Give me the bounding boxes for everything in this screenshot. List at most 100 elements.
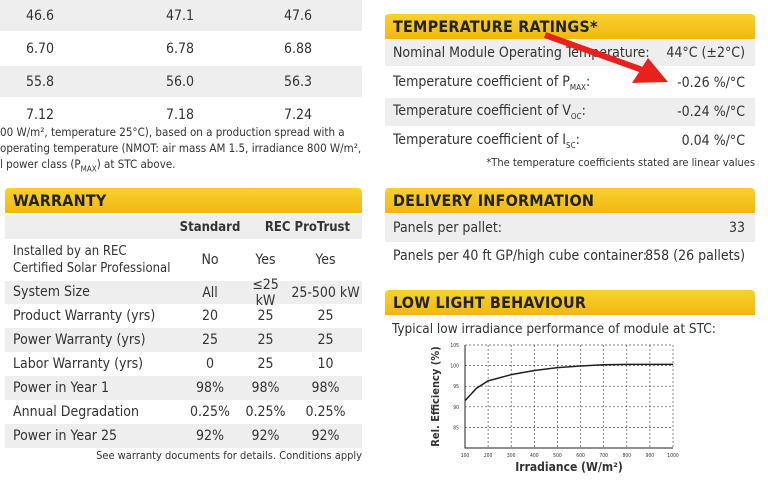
x-tick-label: 900 <box>646 453 655 459</box>
delivery-row: Panels per 40 ft GP/high cube container:… <box>385 242 755 270</box>
warranty-row: Annual Degradation 0.25% 0.25% 0.25% <box>5 400 362 424</box>
row-value: 25 <box>201 332 219 348</box>
row-value: 858 (26 pallets) <box>645 248 745 264</box>
y-axis-label: Rel. Efficiency (%) <box>429 346 442 446</box>
warranty-row: Installed by an REC Certified Solar Prof… <box>5 240 362 280</box>
row-value: 10 <box>317 356 334 372</box>
label-text: Temperature coefficient of I <box>393 132 567 149</box>
table-row: 55.8 56.0 56.3 <box>0 66 362 97</box>
footnote-line: operating temperature (NMOT: air mass AM… <box>0 141 362 155</box>
row-value: 25 <box>257 308 274 324</box>
warranty-row: System Size All ≤25 kW 25-500 kW <box>5 277 362 309</box>
warranty-row: Power Warranty (yrs) 25 25 25 <box>5 328 362 352</box>
x-tick-label: 600 <box>576 453 585 459</box>
footnote-sub: MAX <box>80 164 97 174</box>
label-text: Temperature coefficient of P <box>393 73 570 90</box>
row-value: 33 <box>728 220 745 236</box>
column-standard: Standard <box>179 219 241 235</box>
row-label: Temperature coefficient of VOC: <box>393 103 586 121</box>
row-value: No <box>201 252 219 268</box>
x-axis-label: Irradiance (W/m²) <box>515 460 623 474</box>
row-value: Yes <box>255 252 276 268</box>
table-cell: 6.88 <box>283 40 313 57</box>
row-label: Panels per 40 ft GP/high cube container: <box>393 248 647 264</box>
row-value: 0.25% <box>245 404 286 420</box>
efficiency-curve <box>464 363 673 402</box>
table-cell: 7.18 <box>165 106 195 123</box>
x-tick-label: 400 <box>530 453 539 459</box>
row-label: Panels per pallet: <box>393 220 503 236</box>
table-row: 6.70 6.78 6.88 <box>0 33 362 64</box>
row-value: 92% <box>251 428 280 444</box>
table-cell: 56.0 <box>165 73 195 90</box>
row-value: -0.26 %/°C <box>677 74 745 91</box>
warranty-header: WARRANTY <box>5 188 362 213</box>
row-value: 98% <box>196 380 224 396</box>
table-cell: 56.3 <box>283 73 313 90</box>
row-label: System Size <box>13 284 90 300</box>
row-value: 92% <box>311 428 340 444</box>
warranty-row: Product Warranty (yrs) 20 25 25 <box>5 304 362 328</box>
row-value: 98% <box>251 380 280 396</box>
label-text: Temperature coefficient of V <box>393 103 571 120</box>
y-tick-label: 95 <box>453 384 459 390</box>
delivery-row: Panels per pallet: 33 <box>385 214 755 242</box>
warranty-note: See warranty documents for details. Cond… <box>96 449 362 462</box>
temperature-row: Temperature coefficient of VOC: -0.24 %/°… <box>385 98 755 126</box>
row-value: All <box>202 284 218 301</box>
y-tick-label: 85 <box>453 425 459 431</box>
table-row: 46.6 47.1 47.6 <box>0 0 362 31</box>
row-value: -0.24 %/°C <box>677 104 745 120</box>
table-cell: 7.12 <box>25 106 55 123</box>
table-cell: 47.1 <box>165 7 195 24</box>
temperature-ratings-header: TEMPERATURE RATINGS* <box>385 14 755 39</box>
table-cell: 6.70 <box>25 40 55 57</box>
x-tick-label: 700 <box>599 453 608 459</box>
electrical-footnote: 00 W/m², temperature 25°C), based on a p… <box>0 124 380 177</box>
low-light-caption: Typical low irradiance performance of mo… <box>392 321 716 337</box>
row-value: 25 <box>317 308 334 324</box>
row-value: 25-500 kW <box>291 284 360 301</box>
row-value: 0 <box>205 356 214 372</box>
row-label: Labor Warranty (yrs) <box>13 355 144 372</box>
row-label: Power in Year 25 <box>13 427 118 444</box>
row-value: 0.25% <box>189 404 230 420</box>
column-rec-protrust: REC ProTrust <box>264 219 351 235</box>
row-label: Power in Year 1 <box>13 379 109 396</box>
row-label: Power Warranty (yrs) <box>13 331 146 348</box>
row-label: Product Warranty (yrs) <box>13 307 156 324</box>
row-value: 20 <box>201 308 219 324</box>
low-light-chart: 85 90 95 100 105 100 200 300 400 500 600 700 800 900 1… <box>429 343 679 474</box>
row-value: 25 <box>317 332 334 348</box>
delivery-header: DELIVERY INFORMATION <box>385 188 755 213</box>
warranty-row: Power in Year 1 98% 98% 98% <box>5 376 362 400</box>
warranty-row: Labor Warranty (yrs) 0 25 10 <box>5 352 362 376</box>
table-row: 7.12 7.18 7.24 <box>0 99 362 130</box>
table-cell: 55.8 <box>25 73 55 90</box>
x-tick-label: 100 <box>461 453 470 459</box>
y-tick-label: 105 <box>450 343 459 349</box>
row-label: Temperature coefficient of ISC: <box>393 132 580 150</box>
footnote-line: l power class (PMAX) at STC above. <box>0 156 380 177</box>
temperature-row: Temperature coefficient of PMAX: -0.26 %/… <box>385 68 755 97</box>
row-value: 0.25% <box>305 404 346 420</box>
x-tick-label: 1000 <box>667 453 679 459</box>
row-label: Annual Degradation <box>13 403 139 420</box>
row-value: ≤25 kW <box>252 276 279 309</box>
temperature-note: *The temperature coefficients stated are… <box>486 156 755 169</box>
footnote-line: 00 W/m², temperature 25°C), based on a p… <box>0 125 345 139</box>
footnote-text: ) at STC above. <box>96 157 176 171</box>
x-tick-label: 200 <box>484 453 493 459</box>
y-tick-label: 100 <box>450 364 459 370</box>
low-light-header: LOW LIGHT BEHAVIOUR <box>385 290 755 315</box>
label-subscript: OC <box>570 111 582 121</box>
x-tick-label: 300 <box>507 453 516 459</box>
x-tick-label: 800 <box>622 453 631 459</box>
row-value: 25 <box>257 332 274 348</box>
row-value: 0.04 %/°C <box>681 133 745 149</box>
label-subscript: MAX <box>569 82 586 92</box>
row-value: 44°C (±2°C) <box>666 45 745 61</box>
axes <box>464 345 673 449</box>
row-label: Temperature coefficient of PMAX: <box>393 73 591 92</box>
temperature-row: Nominal Module Operating Temperature: 44°… <box>385 40 755 66</box>
